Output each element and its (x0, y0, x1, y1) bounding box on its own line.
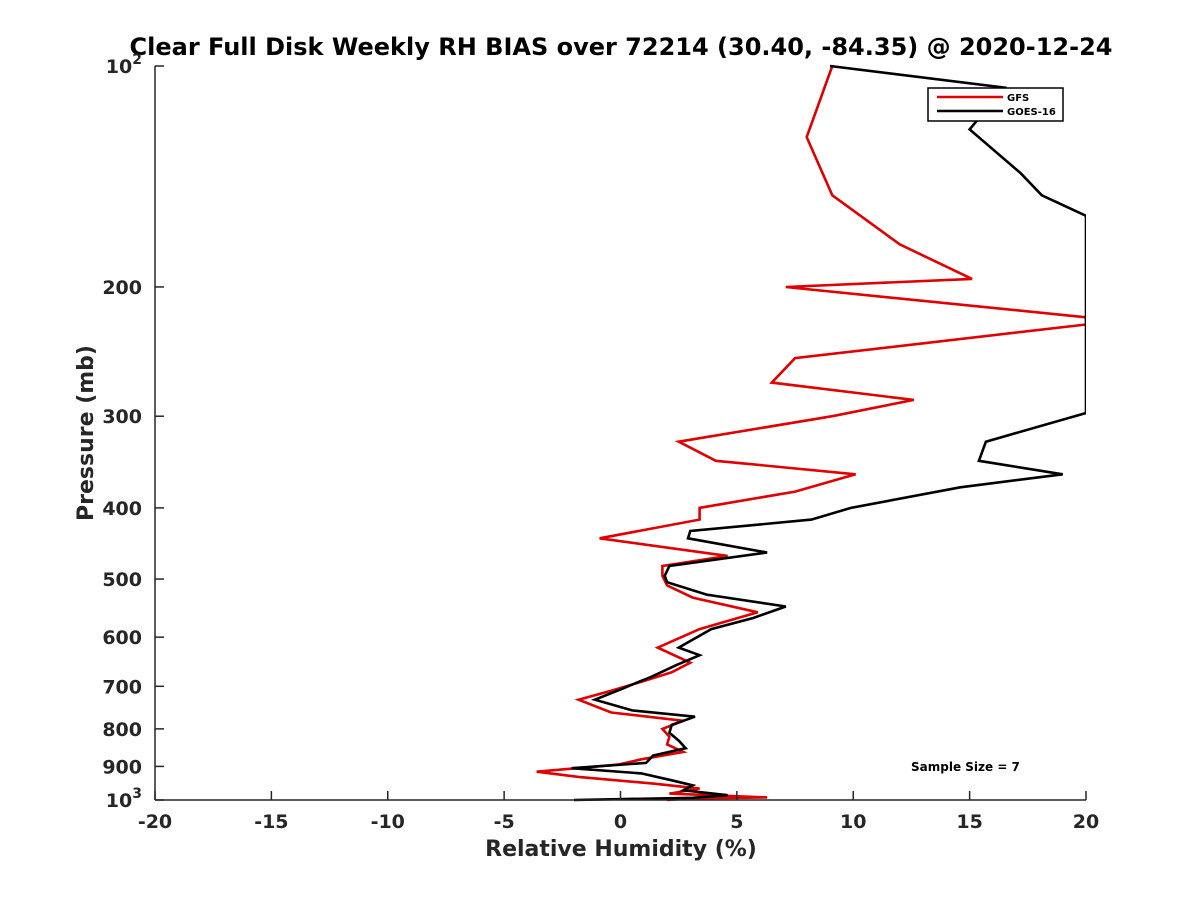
y-tick-label: 102 (106, 52, 142, 78)
y-tick-label: 300 (102, 406, 142, 428)
legend: GFS GOES-16 (927, 87, 1064, 122)
y-tick-label: 400 (102, 498, 142, 520)
y-tick-label: 500 (102, 569, 142, 591)
y-axis-label: Pressure (mb) (74, 345, 99, 521)
y-tick-label: 900 (102, 756, 142, 778)
x-axis-label: Relative Humidity (%) (485, 837, 757, 862)
legend-box (927, 87, 1064, 122)
x-tick-label: -5 (494, 811, 515, 833)
x-ticks: -20 -15 -10 -5 0 5 10 15 20 (138, 791, 1099, 833)
chart-title: Clear Full Disk Weekly RH BIAS over 7221… (130, 33, 1113, 61)
x-tick-label: -20 (138, 811, 172, 833)
x-tick-label: -15 (254, 811, 288, 833)
legend-label-goes16: GOES-16 (1007, 107, 1056, 118)
y-tick-label: 200 (102, 277, 142, 299)
series-layer (536, 64, 1086, 802)
y-tick-label: 103 (106, 786, 142, 812)
series-line-goes16 (571, 64, 1086, 802)
y-tick-label: 600 (102, 627, 142, 649)
x-tick-label: 15 (956, 811, 982, 833)
x-tick-label: 0 (614, 811, 627, 833)
sample-size-annotation: Sample Size = 7 (911, 760, 1020, 774)
legend-label-gfs: GFS (1007, 93, 1029, 104)
y-tick-label: 800 (102, 719, 142, 741)
y-ticks: 102 200 300 400 500 600 700 800 900 103 (102, 52, 164, 812)
x-tick-label: -10 (371, 811, 405, 833)
x-tick-label: 5 (730, 811, 743, 833)
y-tick-label: 700 (102, 676, 142, 698)
x-tick-label: 10 (840, 811, 866, 833)
x-tick-label: 20 (1073, 811, 1099, 833)
